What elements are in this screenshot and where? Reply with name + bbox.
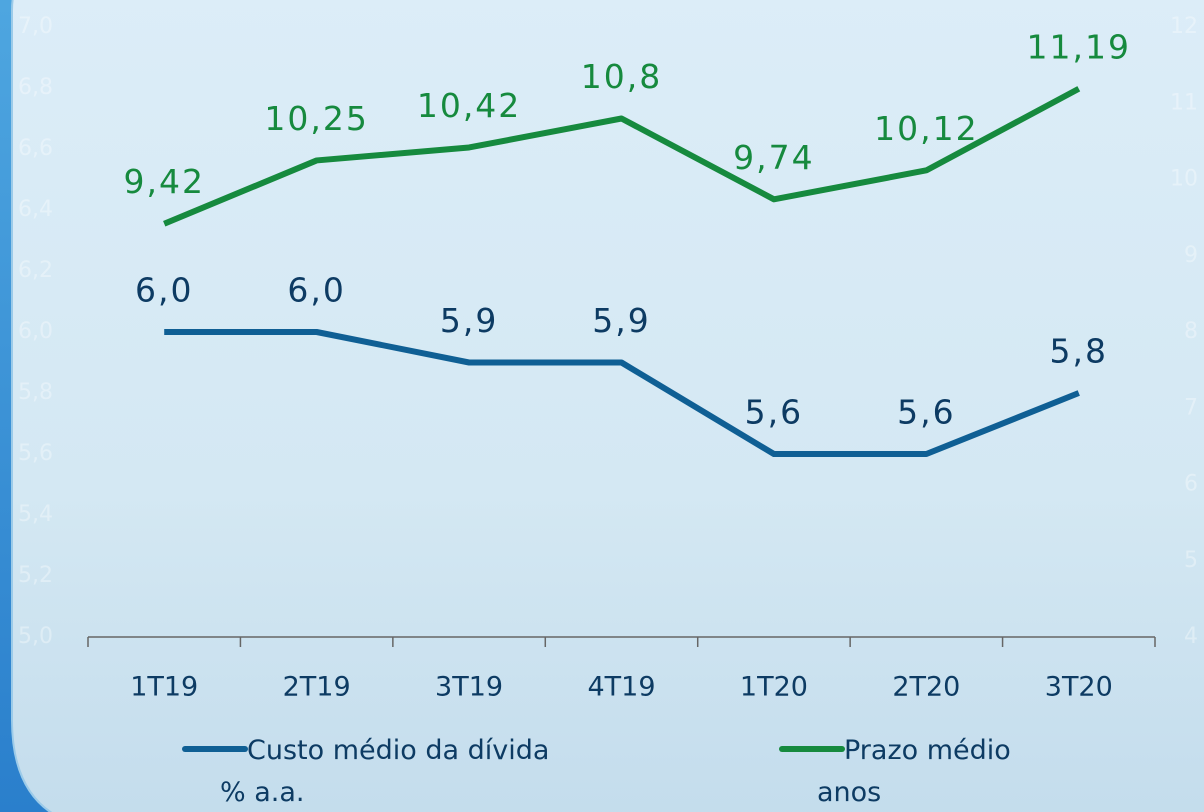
x-tick-label: 1T19: [130, 672, 198, 703]
data-label: 10,8: [581, 57, 662, 96]
legend-line: anos: [817, 777, 881, 808]
x-tick-label: 3T19: [435, 672, 503, 703]
y2-tick-label: 5: [1184, 548, 1198, 573]
data-label: 9,42: [123, 162, 204, 201]
x-tick-label: 1T20: [740, 672, 808, 703]
y-tick-label: 5,2: [18, 563, 53, 588]
y-tick-label: 5,0: [18, 624, 53, 649]
x-tick-label: 4T19: [587, 672, 655, 703]
panel: [11, 0, 1204, 812]
y-tick-label: 5,4: [18, 502, 53, 527]
legend-label: Custo médio da dívida % a.a.: [220, 735, 549, 808]
data-label: 6,0: [135, 271, 193, 310]
series-line: [163, 86, 1081, 227]
y2-tick-label: 6: [1184, 472, 1198, 497]
y-tick-label: 5,6: [18, 441, 53, 466]
legend-line: % a.a.: [220, 777, 305, 808]
y-tick-label: 6,6: [18, 136, 53, 161]
x-tick-label: 3T20: [1045, 672, 1113, 703]
data-label: 5,8: [1050, 332, 1108, 371]
legend-line: Prazo médio: [844, 735, 1011, 766]
data-label: 11,19: [1027, 27, 1131, 66]
y2-tick-label: 12: [1170, 14, 1198, 39]
data-label: 10,12: [874, 109, 978, 148]
data-label: 5,6: [745, 393, 803, 432]
data-label: 5,6: [897, 393, 955, 432]
x-tick-label: 2T20: [892, 672, 960, 703]
legend-label: Prazo médio anos: [817, 735, 1011, 808]
y2-tick-label: 4: [1184, 624, 1198, 649]
data-label: 10,25: [264, 99, 368, 138]
y2-tick-label: 8: [1184, 319, 1198, 344]
data-label: 5,9: [592, 301, 650, 340]
data-label: 10,42: [417, 86, 521, 125]
y-tick-label: 6,8: [18, 75, 53, 100]
legend-line: Custo médio da dívida: [247, 735, 549, 766]
y2-tick-label: 7: [1184, 395, 1198, 420]
y2-tick-label: 9: [1184, 243, 1198, 268]
x-tick-label: 2T19: [283, 672, 351, 703]
y-tick-label: 6,2: [18, 258, 53, 283]
data-label: 6,0: [287, 271, 345, 310]
y-tick-label: 6,0: [18, 319, 53, 344]
y-tick-label: 7,0: [18, 14, 53, 39]
y-tick-label: 5,8: [18, 380, 53, 405]
y2-tick-label: 11: [1170, 90, 1198, 115]
data-label: 5,9: [440, 301, 498, 340]
y2-tick-label: 10: [1170, 167, 1198, 192]
data-label: 9,74: [733, 138, 814, 177]
y-tick-label: 6,4: [18, 197, 53, 222]
series-line: [164, 329, 1080, 457]
